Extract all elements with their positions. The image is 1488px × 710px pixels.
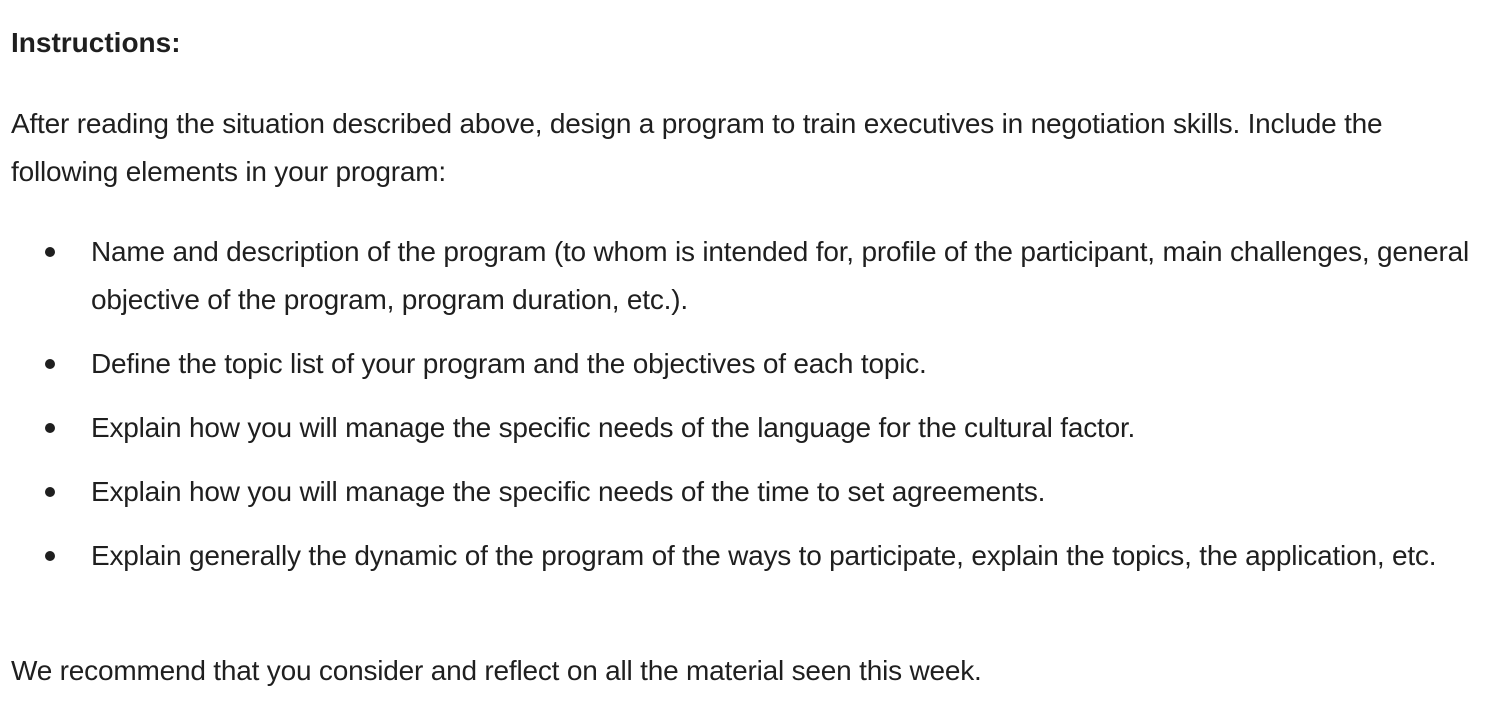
instructions-heading: Instructions: (11, 27, 181, 58)
list-item-text: Explain how you will manage the specific… (91, 412, 1136, 443)
bullet-icon (45, 551, 55, 561)
list-item: Explain how you will manage the specific… (11, 404, 1471, 452)
list-item-text: Define the topic list of your program an… (91, 348, 927, 379)
bullet-icon (45, 423, 55, 433)
bullet-icon (45, 487, 55, 497)
list-item-text: Explain how you will manage the specific… (91, 476, 1046, 507)
closing-paragraph: We recommend that you consider and refle… (11, 655, 982, 686)
bullet-icon (45, 359, 55, 369)
list-item-text: Name and description of the program (to … (91, 236, 1469, 315)
list-item: Explain how you will manage the specific… (11, 468, 1471, 516)
requirements-list: Name and description of the program (to … (11, 228, 1471, 596)
list-item: Name and description of the program (to … (11, 228, 1471, 324)
bullet-icon (45, 247, 55, 257)
list-item: Define the topic list of your program an… (11, 340, 1471, 388)
list-item: Explain generally the dynamic of the pro… (11, 532, 1471, 580)
list-item-text: Explain generally the dynamic of the pro… (91, 540, 1437, 571)
intro-paragraph: After reading the situation described ab… (11, 108, 1383, 187)
